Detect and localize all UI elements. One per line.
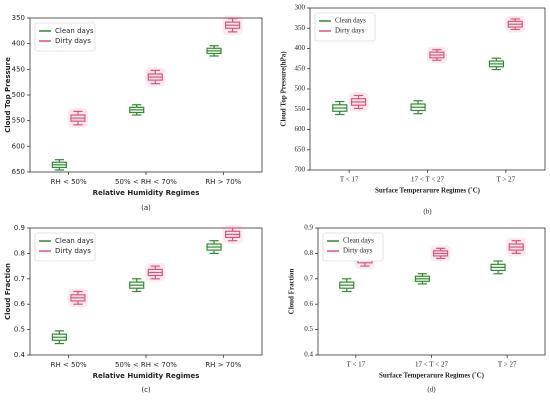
x-tick-label: T > 27: [498, 361, 517, 369]
y-tick-label: 400: [12, 40, 25, 48]
panel: 300 350 400 450 500 550 600 650 700 T < 17 17 < T …: [280, 4, 546, 216]
x-axis-title: Relative Humidity Regimes: [93, 372, 200, 380]
x-tick-label: RH < 50%: [51, 361, 87, 369]
x-tick-label: 50% < RH < 70%: [115, 178, 177, 186]
legend-label: Clean days: [55, 27, 94, 35]
y-tick-label: 500: [295, 85, 306, 93]
y-tick-label: 650: [12, 168, 25, 176]
legend-box: [34, 22, 96, 52]
y-tick-label: 450: [12, 65, 25, 73]
y-tick-label: 550: [295, 105, 306, 113]
legend-label: Clean days: [55, 237, 94, 245]
legend-label: Dirty days: [55, 247, 91, 255]
y-tick-label: 0.4: [14, 351, 26, 359]
x-tick-label: 50% < RH < 70%: [115, 361, 177, 369]
y-tick-label: 0.5: [14, 326, 25, 334]
y-tick-label: 500: [12, 91, 25, 99]
y-tick-label: 600: [12, 142, 25, 150]
x-tick-label: RH < 50%: [51, 178, 87, 186]
y-tick-label: 550: [12, 117, 25, 125]
y-tick-label: 700: [295, 166, 306, 174]
y-axis-title: Cloud Top Pressure(hPa): [280, 51, 288, 127]
panel-label: (a): [141, 204, 151, 212]
panel-label: (c): [141, 386, 151, 394]
y-tick-label: 0.6: [14, 300, 26, 308]
y-tick-label: 400: [295, 44, 306, 52]
y-tick-label: 0.7: [304, 274, 313, 282]
y-tick-label: 0.9: [304, 224, 313, 232]
legend-label: Dirty days: [343, 247, 373, 255]
y-axis-title: Cloud Top Pressure: [4, 57, 12, 133]
y-tick-label: 350: [295, 24, 306, 32]
legend-label: Dirty days: [55, 37, 91, 45]
legend-label: Dirty days: [335, 27, 365, 35]
panel: 0.4 0.5 0.6 0.7 0.8 0.9 RH < 50% 50% < RH < 70%…: [4, 224, 263, 394]
legend-label: Clean days: [335, 17, 366, 25]
x-axis-title: Relative Humidity Regimes: [93, 189, 200, 197]
panel: 350 400 450 500 550 600 650 RH < 50% 50% < RH < …: [4, 14, 263, 212]
x-tick-label: RH > 70%: [205, 361, 241, 369]
y-tick-label: 450: [295, 64, 306, 72]
x-tick-label: T > 27: [497, 176, 516, 184]
legend-box: [322, 232, 384, 262]
y-tick-label: 600: [295, 125, 306, 133]
x-tick-label: RH > 70%: [205, 178, 241, 186]
y-tick-label: 650: [295, 145, 306, 153]
x-axis-title: Surface Temperarure Regimes (˚C): [379, 372, 485, 380]
panel-label: (b): [423, 208, 432, 216]
panel-label: (d): [427, 386, 436, 394]
x-axis-title: Surface Temperarure Regimes (˚C): [375, 187, 481, 195]
panel: 0.4 0.5 0.6 0.7 0.8 0.9 T < 17 17 < T < 27 T > 2…: [288, 224, 546, 394]
y-tick-label: 350: [12, 14, 25, 22]
x-tick-label: T < 17: [347, 361, 366, 369]
y-tick-label: 300: [295, 4, 306, 12]
y-tick-label: 0.5: [304, 325, 313, 333]
legend-label: Clean days: [343, 237, 374, 245]
y-axis-title: Cloud Fraction: [288, 269, 296, 315]
legend-box: [34, 232, 96, 262]
y-tick-label: 0.8: [14, 249, 25, 257]
y-axis-title: Cloud Fraction: [4, 263, 12, 320]
x-tick-label: 17 < T < 27: [411, 176, 444, 184]
x-tick-label: 17 < T < 27: [415, 361, 448, 369]
x-tick-label: T < 17: [340, 176, 359, 184]
y-tick-label: 0.7: [14, 275, 25, 283]
y-tick-label: 0.9: [14, 224, 25, 232]
y-tick-label: 0.6: [304, 300, 313, 308]
y-tick-label: 0.8: [304, 249, 313, 257]
y-tick-label: 0.4: [304, 351, 313, 359]
legend-box: [314, 12, 376, 42]
